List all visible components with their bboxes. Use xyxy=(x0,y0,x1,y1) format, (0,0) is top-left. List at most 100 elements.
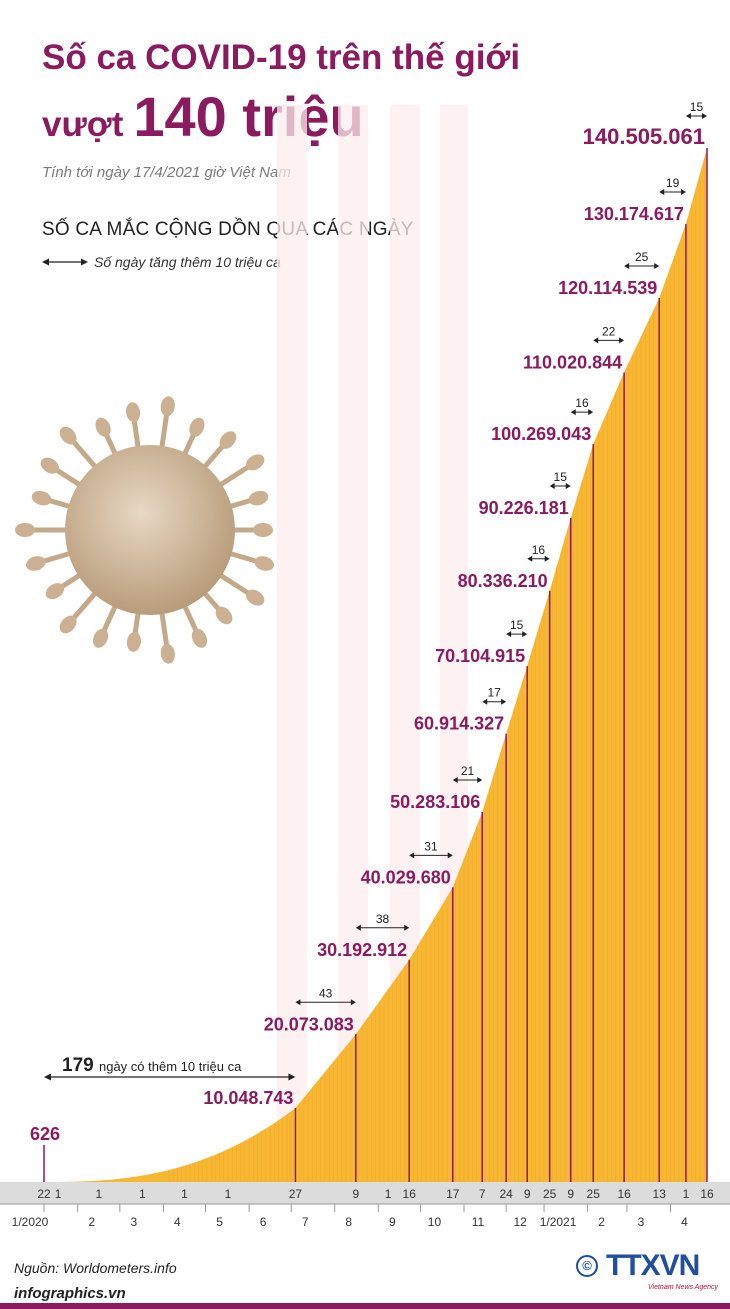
span-arrow-head xyxy=(452,776,458,783)
virus-spike-tip xyxy=(15,523,35,537)
span-label: 179 ngày có thêm 10 triệu ca xyxy=(62,1055,242,1076)
month-label: 2 xyxy=(88,1215,95,1229)
span-label: 16 xyxy=(532,543,546,557)
span-arrow-head xyxy=(565,483,571,490)
day-tick-label: 25 xyxy=(587,1187,601,1201)
span-arrow-head xyxy=(659,189,665,196)
span-label: 43 xyxy=(319,986,333,1000)
data-label: 40.029.680 xyxy=(361,867,451,887)
page-title: Số ca COVID-19 trên thế giới xyxy=(42,38,521,77)
virus-spike-tip xyxy=(160,643,175,664)
title-prefix: vượt xyxy=(42,105,124,144)
span-label: 15 xyxy=(554,470,568,484)
span-label: 15 xyxy=(690,100,704,114)
span-arrow-head xyxy=(355,924,361,931)
data-label: 70.104.915 xyxy=(435,646,525,666)
day-tick-label: 16 xyxy=(617,1187,631,1201)
virus-spike-tip xyxy=(248,490,269,506)
span-arrow-head xyxy=(702,113,707,119)
virus-spike-tip xyxy=(215,606,233,625)
day-tick-label: 13 xyxy=(653,1187,667,1201)
virus-spike-tip xyxy=(253,523,273,537)
virus-spike-tip xyxy=(254,556,274,571)
day-tick-label: 9 xyxy=(567,1187,574,1201)
span-arrow-head xyxy=(619,337,625,344)
day-tick-label: 7 xyxy=(479,1187,486,1201)
month-label: 4 xyxy=(681,1215,688,1229)
span-label: 31 xyxy=(424,839,438,853)
virus-spike-tip xyxy=(40,457,60,474)
page-title-line2: vượt 140 triệu xyxy=(42,84,364,149)
span-label: 16 xyxy=(575,396,589,410)
span-arrow-head xyxy=(588,409,594,416)
area-layer xyxy=(44,148,707,1182)
day-tick-label: 24 xyxy=(499,1187,513,1201)
span-label: 38 xyxy=(376,912,390,926)
day-tick-label: 9 xyxy=(524,1187,531,1201)
data-label: 50.283.106 xyxy=(390,792,480,812)
virus-spike-tip xyxy=(189,417,205,437)
span-arrow-head xyxy=(570,409,576,416)
double-arrow-icon xyxy=(42,258,88,266)
day-tick-label: 16 xyxy=(700,1187,714,1201)
virus-spike-tip xyxy=(31,490,52,506)
virus-spike-tip xyxy=(245,454,265,471)
span-arrow-head xyxy=(624,263,630,270)
day-tick-label: 1 xyxy=(55,1187,62,1201)
month-label: 10 xyxy=(428,1215,442,1229)
source-note: Nguồn: Worldometers.info xyxy=(14,1260,177,1276)
span-arrow-head xyxy=(350,999,356,1006)
data-label: 130.174.617 xyxy=(584,204,684,224)
axis-band xyxy=(0,1182,730,1204)
footer-bar xyxy=(0,1303,730,1309)
virus-spike-tip xyxy=(59,426,77,445)
span-arrow-head xyxy=(522,631,528,638)
day-tick-label: 22 xyxy=(37,1187,51,1201)
virus-spike-tip xyxy=(160,396,175,417)
area-series xyxy=(44,148,707,1182)
span-arrow-head xyxy=(404,924,410,931)
agency-logo: © TTXVN xyxy=(576,1249,700,1282)
span-arrow-head xyxy=(44,1073,51,1081)
day-tick-label: 9 xyxy=(352,1187,359,1201)
span-arrow-head xyxy=(527,555,533,562)
span-arrow-head xyxy=(409,852,415,859)
data-label: 20.073.083 xyxy=(264,1014,354,1034)
data-label: 80.336.210 xyxy=(458,571,548,591)
span-arrow-head xyxy=(549,483,555,490)
span-label: 21 xyxy=(461,764,475,778)
virus-spike-tip xyxy=(95,417,111,437)
data-label: 110.020.844 xyxy=(523,352,622,372)
span-arrow-head xyxy=(482,698,488,705)
subtitle: Tính tới ngày 17/4/2021 giờ Việt Nam xyxy=(42,164,291,181)
span-arrow-head xyxy=(295,999,301,1006)
milestone-layer: 626 10.048.743 179 ngày có thêm 10 triệu c… xyxy=(30,100,708,1182)
month-label: 12 xyxy=(513,1215,527,1229)
data-label: 90.226.181 xyxy=(479,498,569,518)
legend-label: Số ngày tăng thêm 10 triệu ca xyxy=(94,254,281,270)
data-label: 120.114.539 xyxy=(558,278,657,298)
day-tick-label: 25 xyxy=(543,1187,557,1201)
month-label: 11 xyxy=(472,1215,485,1229)
month-label: 7 xyxy=(302,1215,309,1229)
background-stripe xyxy=(277,105,307,1180)
month-label: 2 xyxy=(598,1215,605,1229)
virus-spike-tip xyxy=(126,631,141,652)
day-tick-label: 17 xyxy=(446,1187,460,1201)
virus-spike-tip xyxy=(26,556,46,571)
virus-spike-tip xyxy=(125,402,141,423)
month-label: 3 xyxy=(131,1215,138,1229)
day-tick-label: 1 xyxy=(683,1187,690,1201)
data-label: 10.048.743 xyxy=(203,1088,293,1108)
website-link[interactable]: infographics.vn xyxy=(14,1285,126,1302)
day-tick-label: 27 xyxy=(289,1187,303,1201)
virus-spike-tip xyxy=(191,628,208,648)
month-label: 3 xyxy=(638,1215,645,1229)
span-arrow-head xyxy=(680,189,686,196)
month-label: 1/2021 xyxy=(540,1215,577,1229)
title-highlight: 140 triệu xyxy=(133,85,364,148)
virus-illustration xyxy=(15,396,274,664)
month-label: 4 xyxy=(174,1215,181,1229)
logo-text: TTXVN xyxy=(606,1249,700,1282)
